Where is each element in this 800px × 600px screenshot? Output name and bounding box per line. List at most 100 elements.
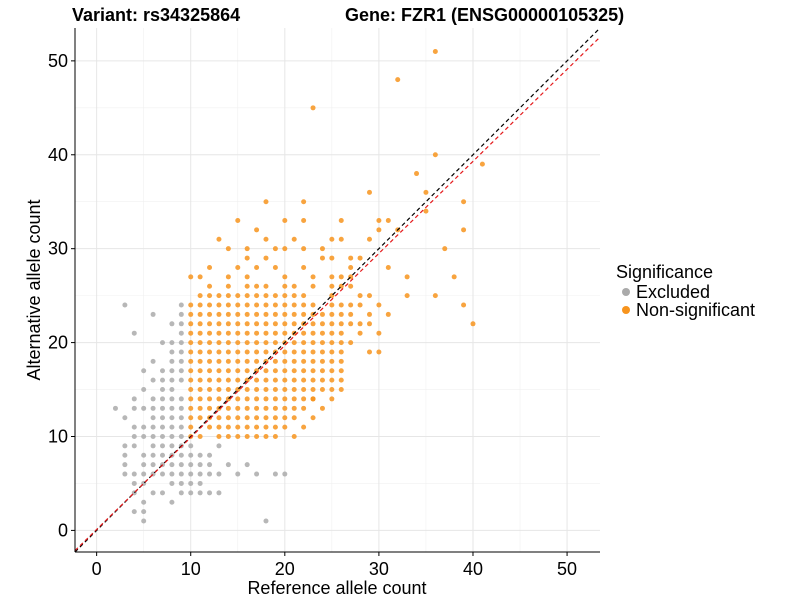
- data-point: [254, 330, 260, 336]
- data-point: [357, 321, 363, 327]
- data-point: [178, 349, 184, 355]
- legend-key: [622, 306, 630, 314]
- data-point: [160, 452, 165, 458]
- data-point: [188, 462, 194, 468]
- data-point: [329, 377, 335, 383]
- data-point: [357, 330, 363, 336]
- data-point: [188, 415, 194, 421]
- data-point: [319, 349, 325, 355]
- data-point: [188, 340, 194, 346]
- data-point: [169, 358, 175, 364]
- data-point: [461, 199, 467, 205]
- data-point: [235, 330, 241, 336]
- data-point: [272, 246, 278, 252]
- data-point: [329, 340, 335, 346]
- data-point: [329, 330, 335, 336]
- data-point: [225, 321, 231, 327]
- data-point: [225, 377, 231, 383]
- data-point: [207, 490, 213, 496]
- data-point: [225, 330, 231, 336]
- data-point: [282, 321, 288, 327]
- data-point: [235, 358, 241, 364]
- data-point: [169, 405, 175, 411]
- data-point: [272, 264, 278, 270]
- data-point: [207, 330, 213, 336]
- data-point: [282, 274, 288, 280]
- data-point: [197, 358, 203, 364]
- data-point: [141, 462, 147, 468]
- data-point: [207, 293, 213, 299]
- data-point: [188, 274, 194, 280]
- data-point: [254, 349, 260, 355]
- data-point: [319, 377, 325, 383]
- data-point: [479, 161, 485, 167]
- data-point: [122, 452, 128, 458]
- data-point: [357, 255, 363, 261]
- data-point: [178, 377, 184, 383]
- data-point: [141, 368, 147, 374]
- data-point: [301, 246, 307, 252]
- data-point: [207, 302, 213, 308]
- data-point: [310, 340, 316, 346]
- data-point: [235, 302, 241, 308]
- data-point: [150, 490, 156, 496]
- data-point: [329, 311, 335, 317]
- data-point: [244, 358, 250, 364]
- data-point: [366, 189, 372, 195]
- data-point: [263, 518, 269, 524]
- data-point: [310, 330, 316, 336]
- data-point: [291, 236, 297, 242]
- data-point: [348, 302, 354, 308]
- data-point: [207, 377, 213, 383]
- data-point: [235, 424, 241, 430]
- data-point: [301, 302, 307, 308]
- data-point: [188, 396, 194, 402]
- data-point: [338, 302, 344, 308]
- data-point: [423, 189, 429, 195]
- data-point: [301, 358, 307, 364]
- data-point: [432, 48, 438, 54]
- data-point: [160, 490, 165, 496]
- data-point: [178, 415, 184, 421]
- data-point: [197, 330, 203, 336]
- data-point: [188, 358, 194, 364]
- data-point: [178, 452, 184, 458]
- variant-title: Variant: rs34325864: [72, 5, 240, 25]
- data-point: [338, 330, 344, 336]
- data-point: [244, 330, 250, 336]
- data-point: [272, 396, 278, 402]
- data-point: [244, 274, 250, 280]
- data-point: [169, 415, 175, 421]
- data-point: [207, 368, 213, 374]
- data-point: [272, 368, 278, 374]
- data-point: [160, 424, 165, 430]
- data-point: [366, 321, 372, 327]
- data-point: [160, 443, 165, 449]
- data-point: [225, 462, 231, 468]
- data-point: [225, 424, 231, 430]
- data-point: [348, 283, 354, 289]
- data-point: [310, 283, 316, 289]
- data-point: [263, 293, 269, 299]
- data-point: [338, 274, 344, 280]
- data-point: [216, 321, 222, 327]
- data-point: [291, 387, 297, 393]
- data-point: [272, 293, 278, 299]
- data-point: [263, 433, 269, 439]
- data-point: [404, 293, 410, 299]
- data-point: [244, 462, 250, 468]
- data-point: [169, 471, 175, 477]
- data-point: [319, 311, 325, 317]
- data-point: [310, 396, 316, 402]
- data-point: [160, 377, 165, 383]
- data-point: [254, 321, 260, 327]
- data-point: [244, 293, 250, 299]
- data-point: [263, 415, 269, 421]
- data-point: [291, 368, 297, 374]
- data-point: [254, 340, 260, 346]
- data-point: [216, 415, 222, 421]
- data-point: [254, 415, 260, 421]
- data-point: [263, 340, 269, 346]
- data-point: [263, 405, 269, 411]
